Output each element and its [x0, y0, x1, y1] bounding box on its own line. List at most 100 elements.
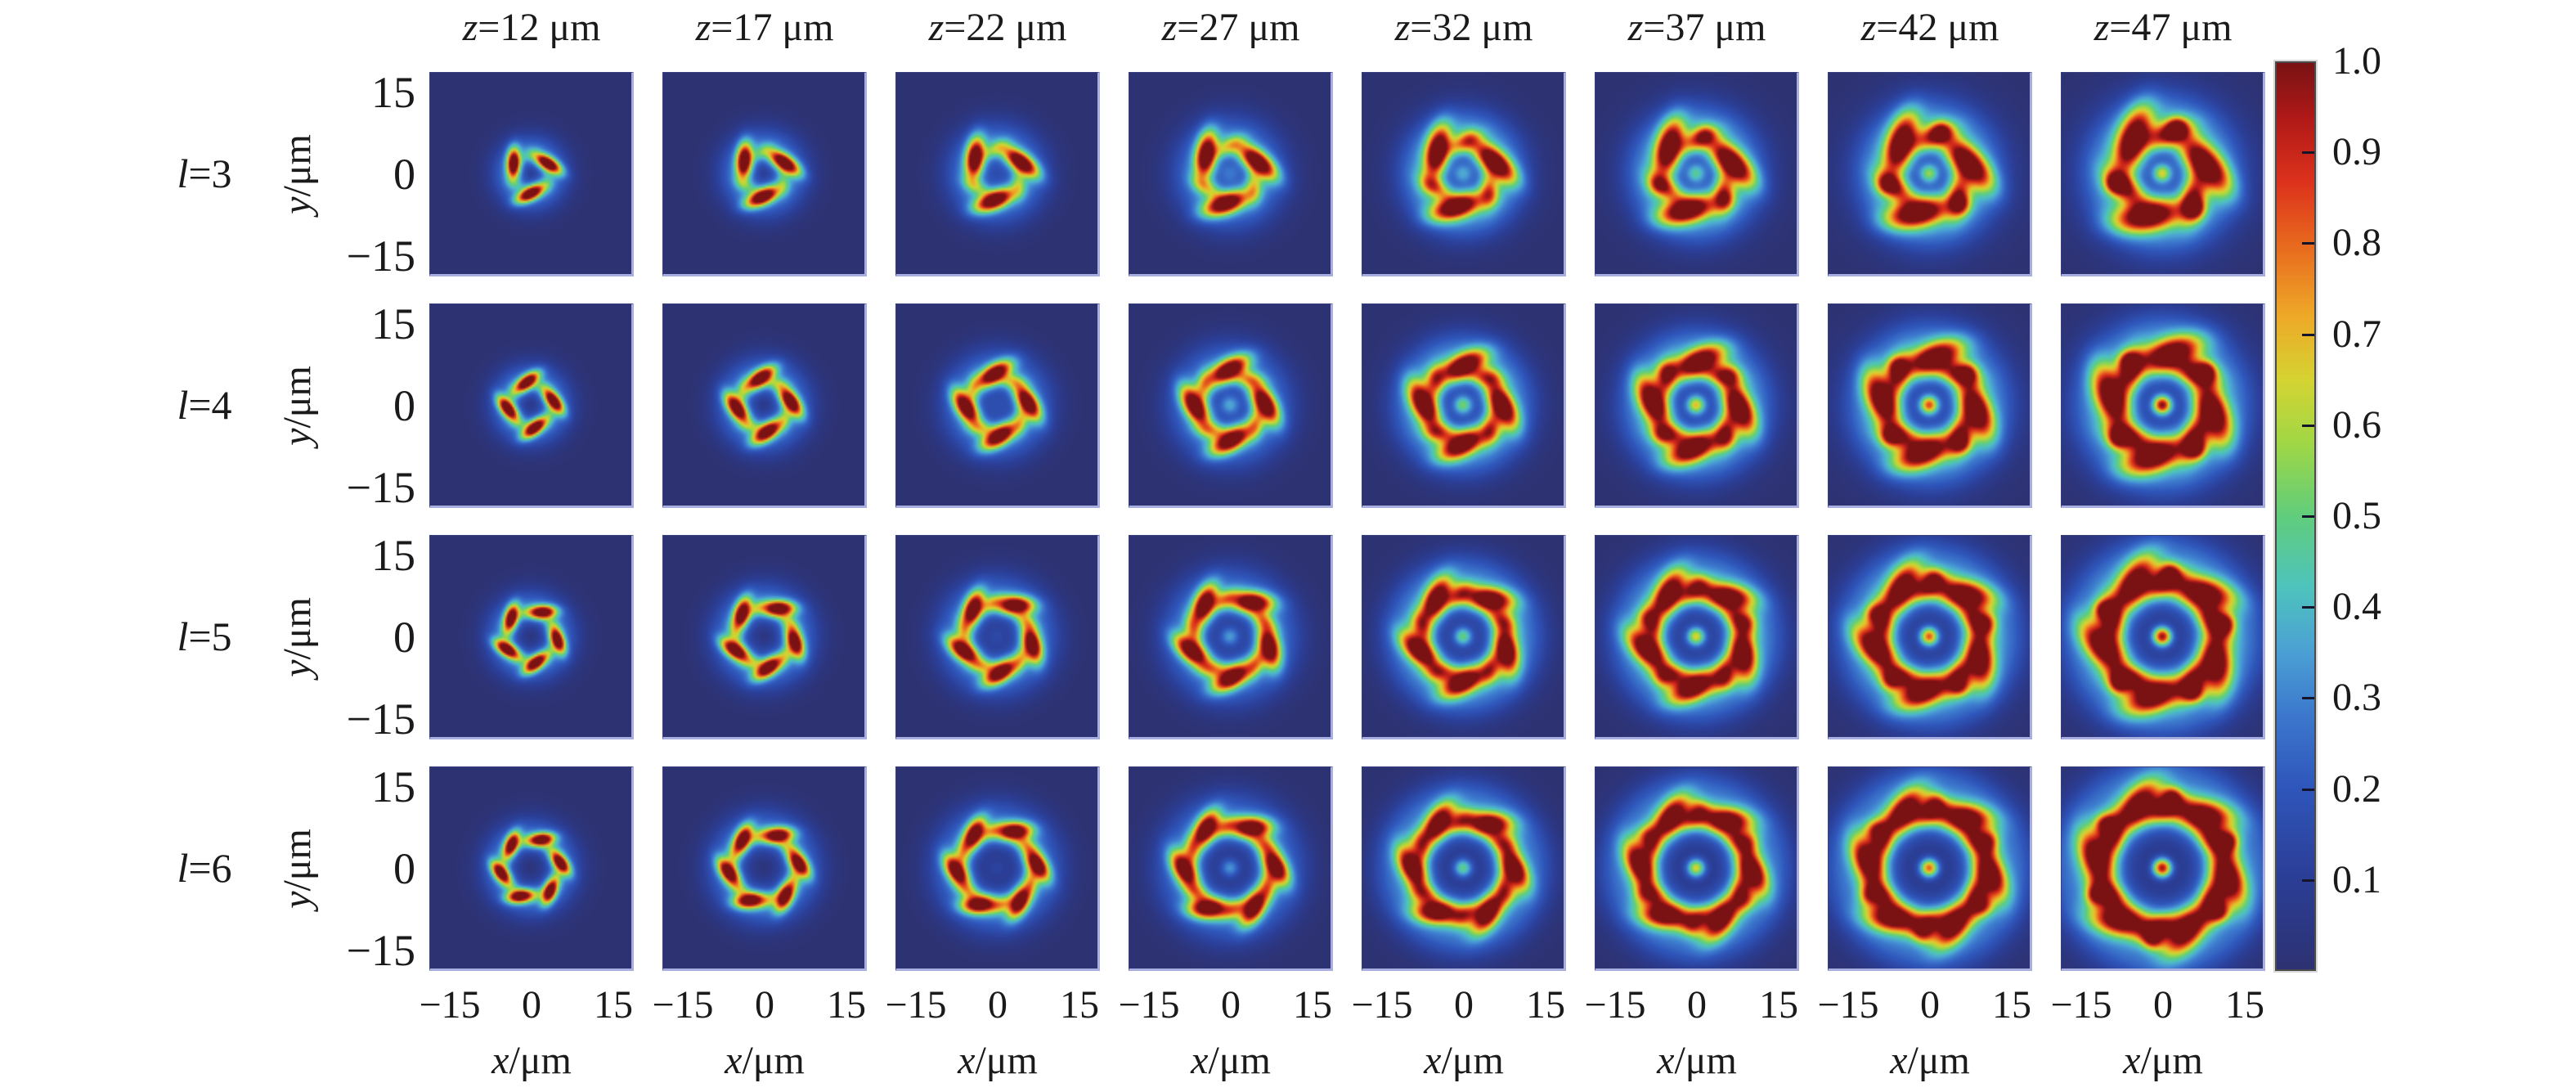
- heatmap-panel-l6-z12: [429, 766, 634, 971]
- colorbar-tick-mark-0.3: [2302, 697, 2314, 700]
- colorbar-tick-mark-0.6: [2302, 424, 2314, 427]
- colorbar-tick-label-0.2: 0.2: [2332, 766, 2381, 811]
- colorbar-tick-mark-0.8: [2302, 242, 2314, 245]
- colorbar-tick-mark-0.9: [2302, 151, 2314, 155]
- colorbar-tick-mark-0.2: [2302, 788, 2314, 791]
- y-tick-row2-15: 15: [371, 299, 415, 348]
- x-tick-col8--15: −15: [2050, 983, 2112, 1027]
- heatmap-panel-l3-z17: [662, 72, 867, 276]
- heatmap-panel-l3-z22: [895, 72, 1100, 276]
- heatmap-canvas-l3-z17: [663, 73, 864, 274]
- colorbar-tick-label-0.7: 0.7: [2332, 312, 2381, 356]
- heatmap-panel-l6-z47: [2061, 766, 2265, 971]
- heatmap-panel-l4-z32: [1362, 303, 1566, 508]
- heatmap-canvas-l4-z42: [1829, 304, 2030, 506]
- colorbar-tick-mark-0.5: [2302, 515, 2314, 518]
- heatmap-canvas-l3-z47: [2062, 73, 2263, 274]
- colorbar-tick-label-0.8: 0.8: [2332, 221, 2381, 265]
- x-axis-label-col3: x/μm: [958, 1039, 1038, 1082]
- x-axis-label-col1: x/μm: [491, 1039, 572, 1082]
- colorbar-tick-mark-0.4: [2302, 606, 2314, 609]
- x-axis-label-col6: x/μm: [1657, 1039, 1737, 1082]
- heatmap-canvas-l4-z37: [1595, 304, 1797, 506]
- x-tick-col7-0: 0: [1920, 983, 1940, 1027]
- colorbar-tick-label-0.4: 0.4: [2332, 585, 2381, 629]
- heatmap-canvas-l3-z22: [896, 73, 1097, 274]
- heatmap-panel-l3-z32: [1362, 72, 1566, 276]
- heatmap-canvas-l3-z27: [1129, 73, 1331, 274]
- colorbar-tick-mark-0.1: [2302, 879, 2314, 882]
- x-axis-label-col5: x/μm: [1424, 1039, 1504, 1082]
- colorbar-tick-label-0.9: 0.9: [2332, 130, 2381, 174]
- y-axis-label-row4: y/μm: [276, 829, 319, 909]
- row-label-l5: l=5: [177, 613, 232, 659]
- x-axis-label-col8: x/μm: [2123, 1039, 2203, 1082]
- x-tick-col1-0: 0: [522, 983, 541, 1027]
- colorbar-tick-mark-0.7: [2302, 333, 2314, 336]
- heatmap-panel-l5-z27: [1129, 535, 1333, 739]
- x-tick-col7--15: −15: [1817, 983, 1879, 1027]
- y-tick-row3-15: 15: [371, 531, 415, 580]
- heatmap-panel-l3-z47: [2061, 72, 2265, 276]
- colorbar-tick-label-0.1: 0.1: [2332, 857, 2381, 901]
- heatmap-canvas-l4-z32: [1362, 304, 1564, 506]
- heatmap-canvas-l4-z47: [2062, 304, 2263, 506]
- x-tick-col6-15: 15: [1759, 983, 1798, 1027]
- x-tick-col3-15: 15: [1060, 983, 1099, 1027]
- colorbar-tick-label-1.0: 1.0: [2332, 39, 2381, 83]
- column-title-z22: z=22 μm: [928, 6, 1067, 49]
- heatmap-panel-l6-z27: [1129, 766, 1333, 971]
- heatmap-panel-l4-z42: [1828, 303, 2032, 508]
- column-title-z47: z=47 μm: [2094, 6, 2233, 49]
- x-tick-col6-0: 0: [1687, 983, 1707, 1027]
- heatmap-panel-l6-z42: [1828, 766, 2032, 971]
- heatmap-panel-l5-z17: [662, 535, 867, 739]
- column-title-z42: z=42 μm: [1860, 6, 1999, 49]
- x-tick-col3-0: 0: [988, 983, 1008, 1027]
- x-tick-col6--15: −15: [1584, 983, 1646, 1027]
- x-tick-col2-15: 15: [827, 983, 866, 1027]
- heatmap-canvas-l5-z47: [2062, 536, 2263, 737]
- y-tick-row2-0: 0: [393, 381, 415, 430]
- heatmap-panel-l5-z32: [1362, 535, 1566, 739]
- row-label-l3: l=3: [177, 151, 232, 196]
- heatmap-panel-l4-z47: [2061, 303, 2265, 508]
- x-tick-col8-0: 0: [2153, 983, 2173, 1027]
- heatmap-panel-l6-z22: [895, 766, 1100, 971]
- colorbar-tick-label-0.6: 0.6: [2332, 402, 2381, 447]
- y-tick-row4-0: 0: [393, 844, 415, 893]
- heatmap-canvas-l3-z42: [1829, 73, 2030, 274]
- heatmap-canvas-l3-z12: [430, 73, 631, 274]
- heatmap-panel-l5-z42: [1828, 535, 2032, 739]
- heatmap-panel-l5-z37: [1595, 535, 1799, 739]
- y-tick-row1--15: −15: [346, 231, 415, 281]
- heatmap-panel-l4-z37: [1595, 303, 1799, 508]
- heatmap-panel-l5-z12: [429, 535, 634, 739]
- y-tick-row1-0: 0: [393, 150, 415, 199]
- x-tick-col1--15: −15: [419, 983, 481, 1027]
- heatmap-canvas-l5-z42: [1829, 536, 2030, 737]
- y-axis-label-row2: y/μm: [276, 366, 319, 446]
- heatmap-canvas-l4-z22: [896, 304, 1097, 506]
- x-tick-col2-0: 0: [755, 983, 774, 1027]
- heatmap-panel-l5-z47: [2061, 535, 2265, 739]
- x-axis-label-col7: x/μm: [1890, 1039, 1970, 1082]
- heatmap-canvas-l6-z27: [1129, 767, 1331, 968]
- x-tick-col1-15: 15: [594, 983, 633, 1027]
- heatmap-panel-l5-z22: [895, 535, 1100, 739]
- heatmap-canvas-l5-z27: [1129, 536, 1331, 737]
- column-title-z32: z=32 μm: [1394, 6, 1533, 49]
- heatmap-panel-l4-z17: [662, 303, 867, 508]
- x-tick-col4-15: 15: [1293, 983, 1332, 1027]
- heatmap-panel-l6-z17: [662, 766, 867, 971]
- x-tick-col4--15: −15: [1118, 983, 1180, 1027]
- row-label-l4: l=4: [177, 382, 232, 428]
- heatmap-canvas-l6-z22: [896, 767, 1097, 968]
- x-tick-col8-15: 15: [2225, 983, 2264, 1027]
- row-label-l6: l=6: [177, 845, 232, 891]
- x-tick-col7-15: 15: [1992, 983, 2031, 1027]
- heatmap-panel-l4-z22: [895, 303, 1100, 508]
- column-title-z17: z=17 μm: [695, 6, 834, 49]
- heatmap-canvas-l5-z17: [663, 536, 864, 737]
